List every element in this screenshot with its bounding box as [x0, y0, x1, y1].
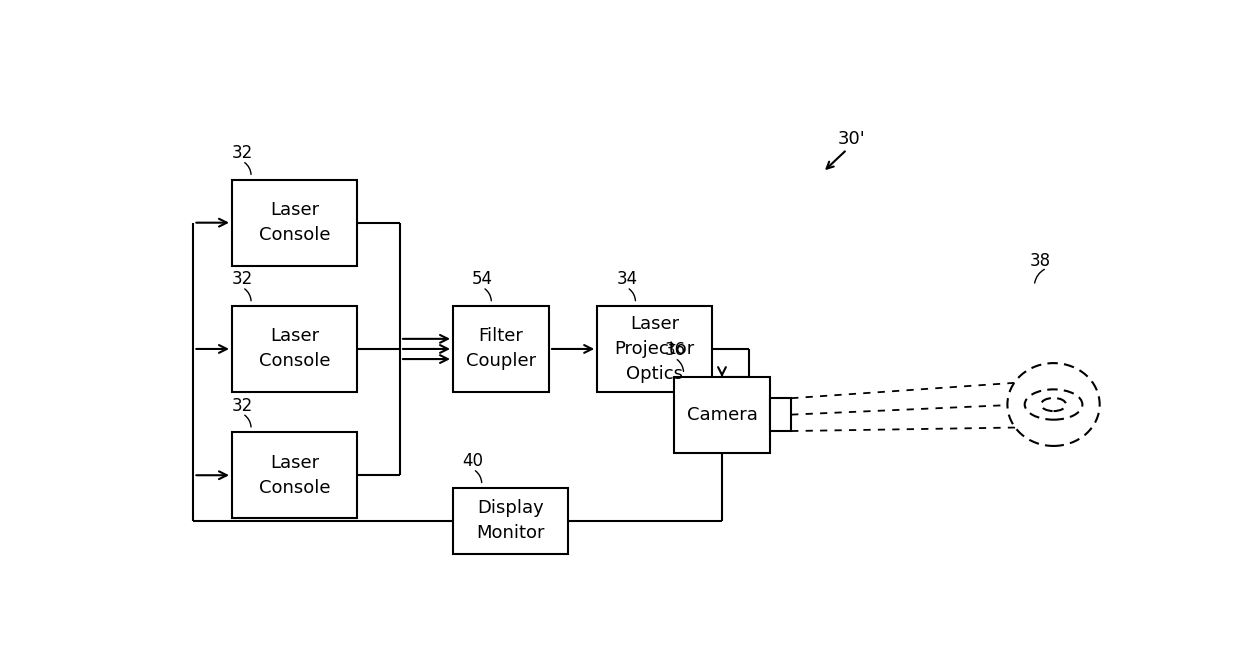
Text: 32: 32	[232, 144, 253, 162]
Bar	[232, 432, 357, 518]
Text: 32: 32	[232, 397, 253, 415]
Circle shape	[1024, 390, 1083, 420]
Text: 34: 34	[616, 270, 637, 289]
Text: Laser
Console: Laser Console	[259, 454, 330, 497]
Text: Laser
Projector
Optics: Laser Projector Optics	[615, 315, 694, 383]
Ellipse shape	[1007, 363, 1100, 446]
Circle shape	[1042, 398, 1066, 411]
Text: Laser
Console: Laser Console	[259, 327, 330, 371]
Text: 36: 36	[665, 341, 686, 359]
Bar	[232, 180, 357, 266]
Text: 30': 30'	[837, 131, 866, 148]
Bar	[675, 377, 770, 453]
Text: 38: 38	[1029, 252, 1050, 270]
Bar	[453, 306, 549, 392]
Text: 32: 32	[232, 270, 253, 289]
Text: Filter
Coupler: Filter Coupler	[466, 327, 536, 371]
Text: Camera: Camera	[687, 405, 758, 424]
Text: Display
Monitor: Display Monitor	[476, 499, 544, 543]
Bar	[453, 488, 568, 554]
Bar	[596, 306, 712, 392]
Text: 40: 40	[463, 452, 484, 470]
Bar	[770, 398, 791, 431]
Text: Laser
Console: Laser Console	[259, 201, 330, 244]
Text: 54: 54	[472, 270, 494, 289]
Bar	[232, 306, 357, 392]
